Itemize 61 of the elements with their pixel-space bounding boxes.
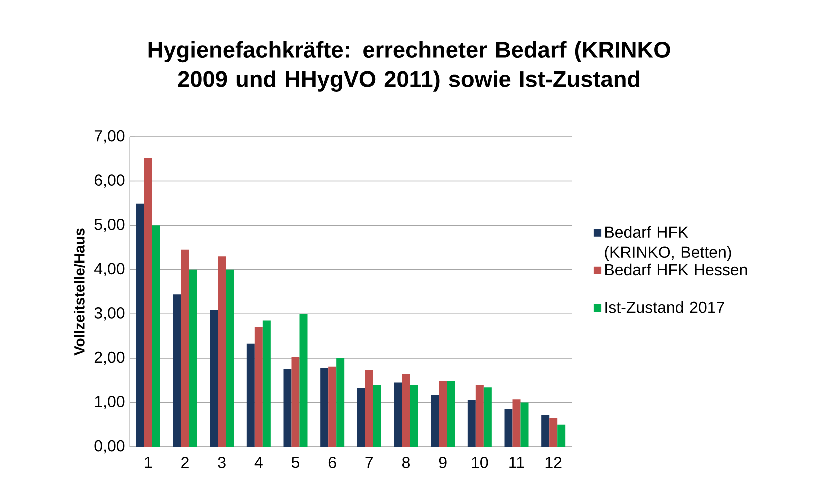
bar bbox=[136, 204, 144, 447]
bar bbox=[512, 400, 521, 447]
x-tick-label: 12 bbox=[546, 457, 562, 468]
bar bbox=[246, 344, 255, 447]
bar bbox=[520, 402, 529, 447]
bar bbox=[292, 357, 300, 447]
bar bbox=[476, 385, 484, 447]
bar bbox=[402, 374, 410, 447]
y-tick-label: 4,00 bbox=[94, 263, 125, 276]
bar bbox=[365, 370, 374, 447]
legend-label: Ist-Zustand 2017 bbox=[606, 302, 724, 314]
bar bbox=[542, 416, 550, 447]
bar bbox=[173, 294, 182, 447]
y-tick-label: 1,00 bbox=[95, 396, 125, 410]
bar bbox=[189, 270, 198, 447]
x-tick-label: 4 bbox=[254, 457, 263, 468]
bar bbox=[439, 381, 448, 447]
y-axis-title: Vollzeitstelle/Haus bbox=[74, 228, 85, 356]
bar bbox=[484, 388, 492, 447]
chart-title: Hygienefachkräfte: errechneter Bedarf (KRINKO 2009 und HHygVO 2011) sowie Ist-Zustand bbox=[148, 41, 670, 92]
bar bbox=[550, 418, 558, 447]
bar bbox=[336, 358, 345, 447]
x-tick-label: 8 bbox=[402, 457, 410, 468]
x-tick-label: 6 bbox=[328, 457, 336, 468]
bar bbox=[357, 388, 366, 447]
x-tick-label: 3 bbox=[218, 457, 226, 468]
bar bbox=[284, 369, 292, 447]
y-tick-label: 2,00 bbox=[94, 352, 125, 366]
bar bbox=[431, 395, 440, 447]
legend-label: Bedarf HFK (KRINKO, Betten) bbox=[605, 226, 732, 262]
y-tick-label: 5,00 bbox=[94, 218, 125, 232]
legend-label: Bedarf HFK Hessen bbox=[606, 264, 748, 276]
bar bbox=[394, 382, 402, 447]
y-tick-label: 3,00 bbox=[94, 308, 125, 321]
bar bbox=[300, 314, 308, 447]
bar bbox=[144, 158, 152, 447]
x-tick-label: 2 bbox=[182, 457, 189, 468]
y-tick-label: 7,00 bbox=[94, 130, 125, 144]
bar bbox=[504, 409, 513, 447]
bar bbox=[226, 270, 234, 447]
x-tick-label: 10 bbox=[472, 457, 488, 468]
x-tick-label: 11 bbox=[510, 457, 524, 468]
bar bbox=[447, 381, 456, 447]
x-tick-label: 5 bbox=[292, 457, 300, 468]
x-tick-label: 1 bbox=[145, 457, 152, 468]
y-tick-label: 6,00 bbox=[94, 174, 125, 188]
x-tick-label: 7 bbox=[366, 457, 374, 468]
bar bbox=[373, 385, 382, 447]
bar bbox=[254, 327, 263, 447]
bar bbox=[320, 368, 329, 447]
y-tick-label: 0,00 bbox=[94, 440, 125, 454]
bar bbox=[468, 400, 476, 447]
bar bbox=[262, 320, 271, 447]
x-tick-label: 9 bbox=[439, 457, 447, 468]
bar bbox=[328, 366, 337, 447]
bar bbox=[181, 250, 190, 447]
bar bbox=[218, 256, 226, 447]
bar bbox=[410, 385, 418, 447]
bar bbox=[210, 310, 218, 447]
bar bbox=[558, 424, 566, 447]
bar bbox=[152, 226, 160, 447]
